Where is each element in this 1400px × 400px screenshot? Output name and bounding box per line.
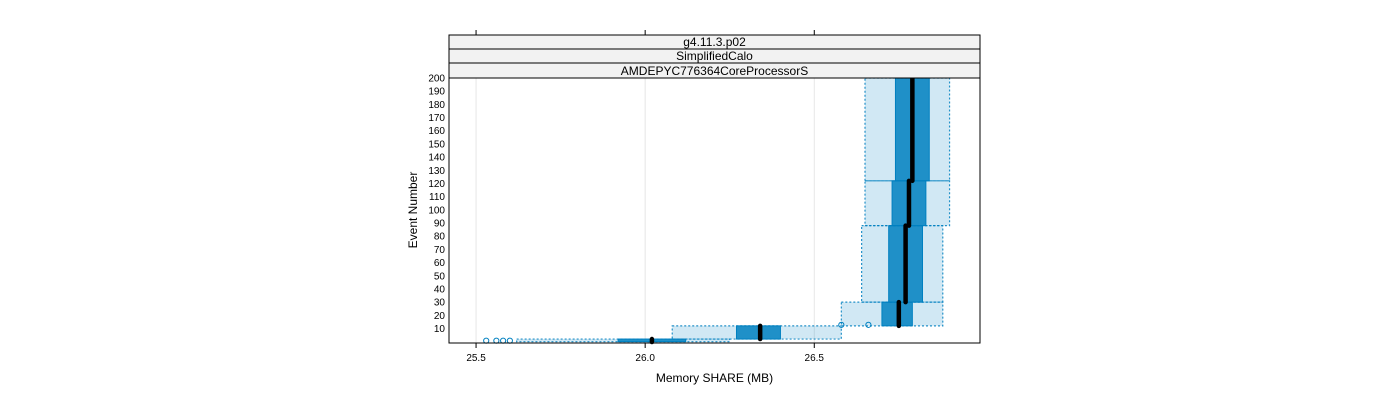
x-tick-label: 26.0 [635, 353, 655, 364]
outlier-point [838, 321, 845, 328]
y-tick-label: 20 [434, 311, 446, 322]
x-axis: 25.5 26.0 26.5 [466, 30, 824, 364]
y-tick-label: 140 [428, 153, 445, 164]
y-tick-label: 170 [428, 113, 445, 124]
y-tick-label: 60 [434, 258, 446, 269]
y-tick-label: 10 [434, 324, 446, 335]
box-series [483, 77, 951, 344]
y-tick-label: 30 [434, 298, 446, 309]
median-series [649, 75, 915, 345]
y-tick-label: 70 [434, 245, 446, 256]
strip-3-label: AMDEPYC776364CoreProcessorS [621, 64, 808, 78]
y-tick-label: 120 [428, 179, 445, 190]
strip-3 [448, 62, 981, 79]
x-axis-title: Memory SHARE (MB) [656, 371, 773, 385]
y-tick-label: 90 [434, 219, 446, 230]
y-axis: 10 20 30 40 50 60 70 80 90 100 110 120 130 140 150 160 1… [428, 74, 445, 335]
y-tick-label: 80 [434, 232, 446, 243]
y-tick-label: 190 [428, 87, 445, 98]
y-axis-title: Event Number [406, 172, 420, 249]
x-tick-label: 26.5 [805, 353, 825, 364]
y-tick-label: 40 [434, 284, 446, 295]
outlier-point [865, 321, 872, 328]
y-tick-label: 180 [428, 100, 445, 111]
y-tick-label: 50 [434, 271, 446, 282]
strip-1-label: g4.11.3.p02 [683, 35, 746, 49]
y-tick-label: 150 [428, 139, 445, 150]
y-tick-label: 200 [428, 74, 445, 85]
strip-2-label: SimplifiedCalo [676, 49, 753, 63]
y-tick-label: 160 [428, 126, 445, 137]
y-tick-label: 100 [428, 205, 445, 216]
x-tick-label: 25.5 [466, 353, 486, 364]
y-tick-label: 130 [428, 166, 445, 177]
y-tick-label: 110 [429, 192, 445, 203]
grid [475, 78, 815, 343]
